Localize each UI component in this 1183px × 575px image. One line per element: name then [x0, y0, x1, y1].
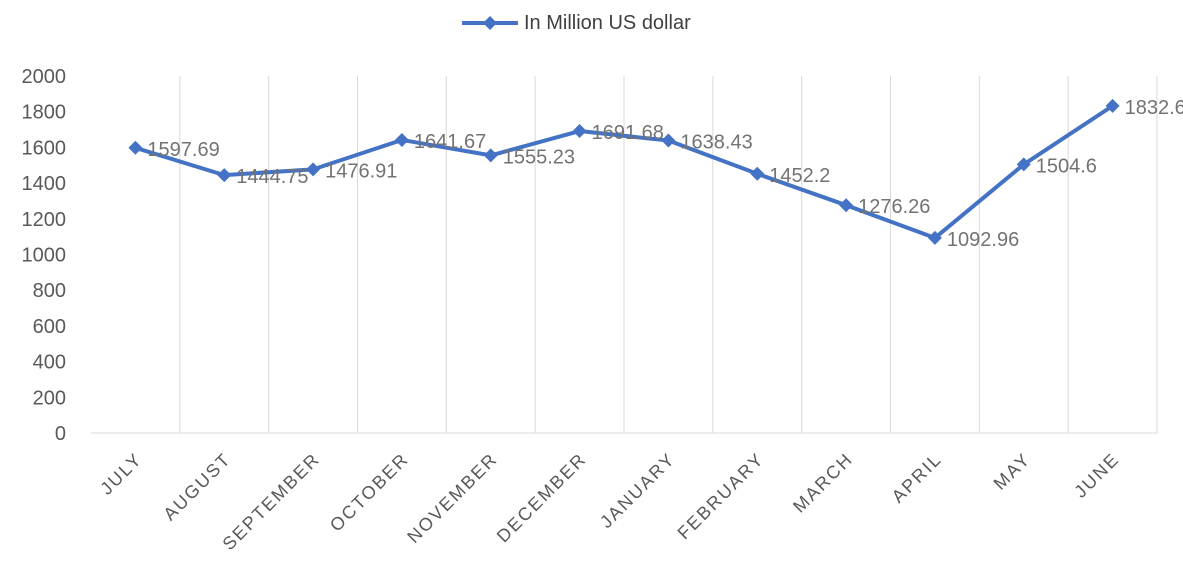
y-tick-label: 800	[33, 280, 66, 302]
data-point-marker	[1016, 157, 1031, 172]
data-point-marker	[661, 133, 676, 148]
legend-line-icon	[460, 8, 520, 38]
legend-label: In Million US dollar	[524, 11, 691, 34]
data-label: 1638.43	[680, 132, 752, 154]
data-point-marker	[839, 198, 854, 213]
x-tick-label: JUNE	[1070, 449, 1123, 502]
series-line	[133, 103, 1115, 240]
data-label: 1555.23	[503, 146, 575, 168]
data-point-marker	[128, 140, 143, 155]
y-tick-label: 1200	[22, 209, 67, 231]
x-tick-label: DECEMBER	[493, 449, 591, 547]
x-tick-label: MARCH	[789, 449, 857, 517]
data-label: 1452.2	[769, 165, 830, 187]
data-label: 1276.26	[858, 196, 930, 218]
y-tick-label: 0	[55, 423, 66, 445]
data-point-marker	[927, 230, 942, 245]
data-point-marker	[483, 148, 498, 163]
data-label: 1691.68	[592, 122, 664, 144]
x-tick-label: JANUARY	[596, 449, 679, 532]
data-label: 1597.69	[147, 139, 219, 161]
data-point-marker	[572, 124, 587, 139]
data-label: 1832.63	[1125, 97, 1183, 119]
data-point-marker	[1105, 98, 1120, 113]
y-tick-label: 600	[33, 316, 66, 338]
y-tick-label: 1800	[22, 102, 67, 124]
x-tick-label: SEPTEMBER	[219, 449, 324, 554]
y-tick-label: 1000	[22, 245, 67, 267]
data-label: 1092.96	[947, 229, 1019, 251]
x-tick-label: NOVEMBER	[403, 449, 501, 547]
y-tick-label: 1400	[22, 173, 67, 195]
x-tick-label: AUGUST	[159, 449, 235, 525]
x-tick-label: FEBRUARY	[674, 449, 769, 544]
x-tick-label: MAY	[990, 449, 1035, 494]
y-tick-label: 1600	[22, 137, 67, 159]
x-tick-label: APRIL	[888, 449, 946, 507]
y-tick-label: 200	[33, 387, 66, 409]
data-point-marker	[394, 132, 409, 147]
legend: In Million US dollar	[460, 8, 691, 38]
data-label: 1641.67	[414, 131, 486, 153]
x-tick-label: JULY	[96, 449, 146, 499]
data-label: 1444.75	[236, 166, 308, 188]
x-tick-label: OCTOBER	[326, 449, 413, 536]
data-label: 1504.6	[1036, 155, 1097, 177]
data-point-marker	[750, 166, 765, 181]
y-tick-label: 400	[33, 352, 66, 374]
y-tick-label: 2000	[22, 66, 67, 88]
data-point-marker	[306, 162, 321, 177]
data-label: 1476.91	[325, 160, 397, 182]
data-point-marker	[217, 168, 232, 183]
